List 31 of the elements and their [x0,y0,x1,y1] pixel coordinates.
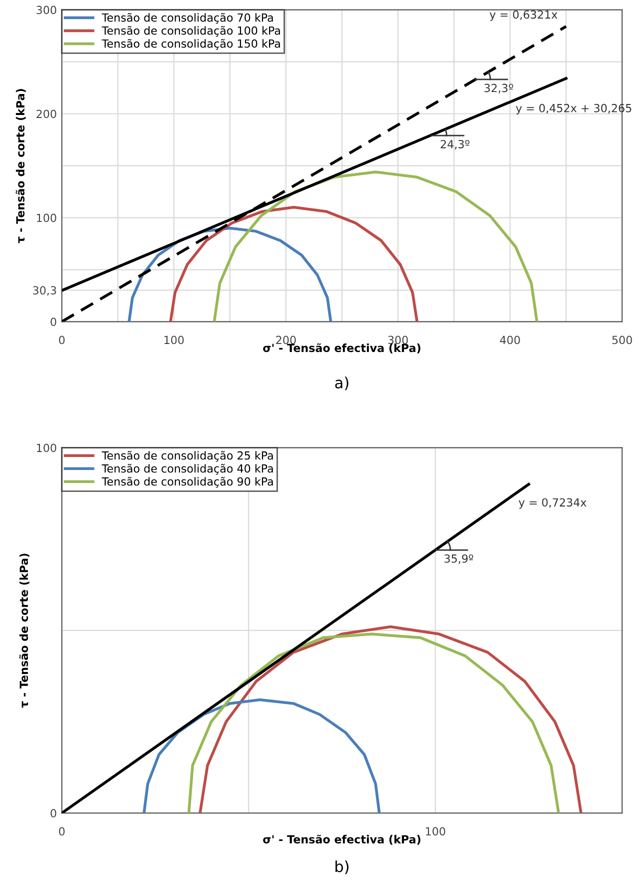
x-tick-label: 500 [612,336,632,344]
y-tick-label: 100 [36,214,56,222]
x-tick-label: 400 [500,336,520,344]
annotation: 24,3º [440,140,470,150]
legend-label: Tensão de consolidação 70 kPa [102,12,273,24]
y-tick-label: 30,3 [33,286,56,296]
x-tick-label: 0 [59,336,65,344]
legend-label: Tensão de consolidação 25 kPa [102,450,273,462]
legend-label: Tensão de consolidação 40 kPa [102,464,273,475]
y-axis-title: τ - Tensão de corte (kPa) [16,89,26,244]
x-tick-label: 200 [276,336,296,344]
text: b) [336,860,348,874]
line-series [169,206,418,322]
legend-label: Tensão de consolidação 150 kPa [102,38,280,50]
annotation: 32,3º [484,84,514,94]
legend-label: Tensão de consolidação 90 kPa [102,476,273,488]
annotation: 35,9º [444,554,474,564]
y-tick-label: 0 [50,809,56,818]
x-tick-label: 100 [164,336,184,344]
x-axis-title: σ' - Tensão efectiva (kPa) [263,834,420,845]
y-tick-label: 200 [36,110,56,118]
y-tick-label: 0 [50,318,56,326]
annotation: y = 0,6321x [490,10,558,21]
y-tick-label: 300 [36,6,56,14]
y-tick-label: 100 [36,444,56,452]
x-axis-title: σ' - Tensão efectiva (kPa) [263,343,420,354]
text: a) [335,376,348,390]
y-axis-title: τ - Tensão de corte (kPa) [19,554,30,708]
x-tick-label: 300 [388,336,408,344]
annotation: y = 0,7234x [518,498,586,509]
legend-label: Tensão de consolidação 100 kPa [102,26,280,37]
